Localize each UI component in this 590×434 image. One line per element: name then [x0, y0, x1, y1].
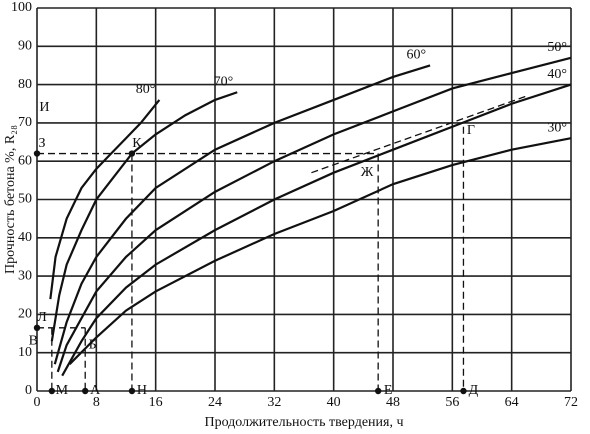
- y-tick-label: 90: [18, 39, 32, 54]
- x-tick-label: 8: [93, 395, 100, 410]
- y-tick-label: 70: [18, 115, 32, 130]
- temperature-curve: [61, 83, 572, 377]
- point-marker: [374, 387, 382, 395]
- y-tick-label: 10: [18, 345, 32, 360]
- curve-label: 40°: [547, 67, 567, 82]
- annotation: В: [29, 333, 38, 348]
- x-tick-label: 48: [386, 395, 400, 410]
- temperature-curve: [68, 137, 572, 365]
- point-label: А: [90, 383, 101, 398]
- point-marker: [33, 324, 41, 332]
- y-tick-label: 80: [18, 77, 32, 92]
- y-tick-label: 100: [11, 0, 32, 15]
- curve-label: 70°: [214, 74, 234, 89]
- y-tick-label: 0: [25, 383, 32, 398]
- x-tick-label: 24: [208, 395, 222, 410]
- point-label: Н: [137, 383, 147, 398]
- temperature-curve: [49, 99, 161, 300]
- x-tick-label: 72: [564, 395, 578, 410]
- x-tick-label: 56: [445, 395, 459, 410]
- y-tick-label: 30: [18, 268, 32, 283]
- curve-label: 80°: [136, 82, 156, 97]
- point-marker: [460, 387, 467, 395]
- temperature-curve: [53, 64, 431, 365]
- temperature-curve: [56, 56, 572, 373]
- point-label: К: [132, 136, 142, 151]
- curve-label: 60°: [406, 48, 426, 63]
- x-tick-label: 32: [267, 395, 281, 410]
- point-marker: [33, 150, 41, 157]
- x-tick-label: 16: [149, 395, 163, 410]
- x-tick-label: 40: [327, 395, 341, 410]
- point-label: Е: [384, 383, 393, 398]
- guide-line: [311, 95, 527, 174]
- annotation: Б: [89, 337, 97, 352]
- annotation: Ж: [361, 165, 374, 180]
- point-label: Д: [469, 383, 479, 398]
- point-label: З: [38, 136, 45, 151]
- temperature-curve: [50, 91, 238, 342]
- y-tick-label: 40: [18, 230, 32, 245]
- curve-label: 50°: [547, 40, 567, 55]
- x-axis-label: Продолжительность твердения, ч: [204, 415, 403, 430]
- y-tick-label: 60: [18, 153, 32, 168]
- point-marker: [128, 387, 136, 395]
- x-tick-label: 0: [34, 395, 41, 410]
- x-tick-label: 64: [505, 395, 519, 410]
- y-axis-label: Прочность бетона %, R₂₈: [3, 125, 18, 274]
- point-label: М: [56, 383, 69, 398]
- annotation: И: [39, 100, 49, 115]
- point-marker: [128, 150, 136, 157]
- point-label: Л: [37, 310, 47, 325]
- point-marker: [82, 387, 89, 395]
- annotation: Г: [467, 123, 475, 138]
- y-tick-label: 50: [18, 192, 32, 207]
- point-marker: [48, 387, 56, 395]
- y-tick-label: 20: [18, 307, 32, 322]
- curve-label: 30°: [547, 120, 567, 135]
